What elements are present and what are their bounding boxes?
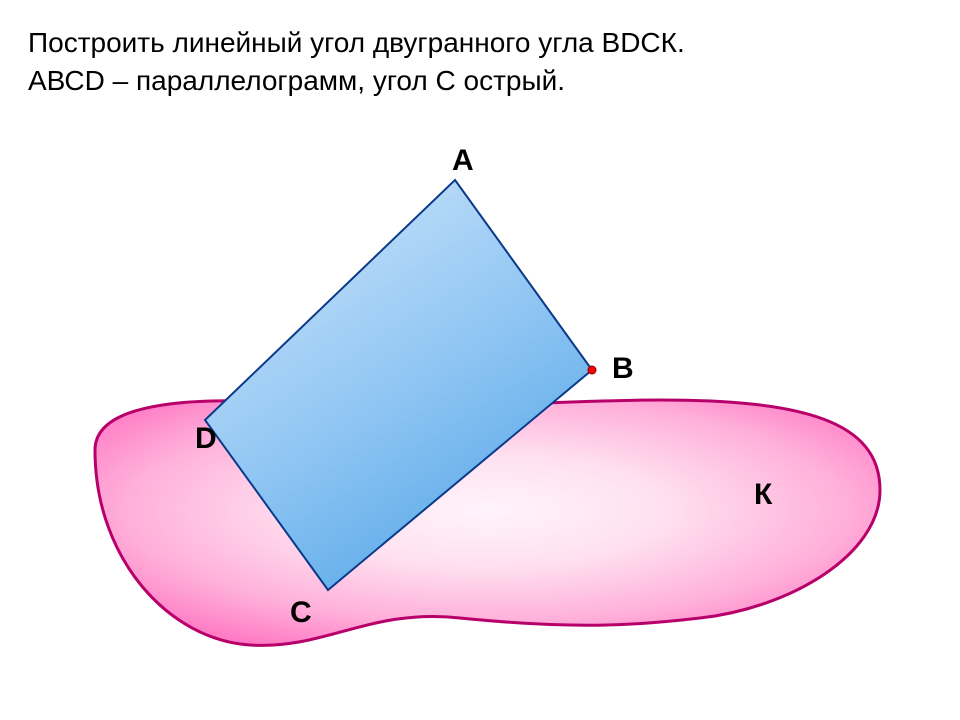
- diagram-canvas: Построить линейный угол двугранного угла…: [0, 0, 960, 720]
- label-k: К: [754, 478, 772, 512]
- point-b-marker: [588, 366, 596, 374]
- label-d: D: [195, 422, 217, 456]
- label-b: В: [612, 352, 634, 386]
- label-a: А: [452, 144, 474, 178]
- label-c: С: [290, 596, 312, 630]
- geometry-svg: [0, 0, 960, 720]
